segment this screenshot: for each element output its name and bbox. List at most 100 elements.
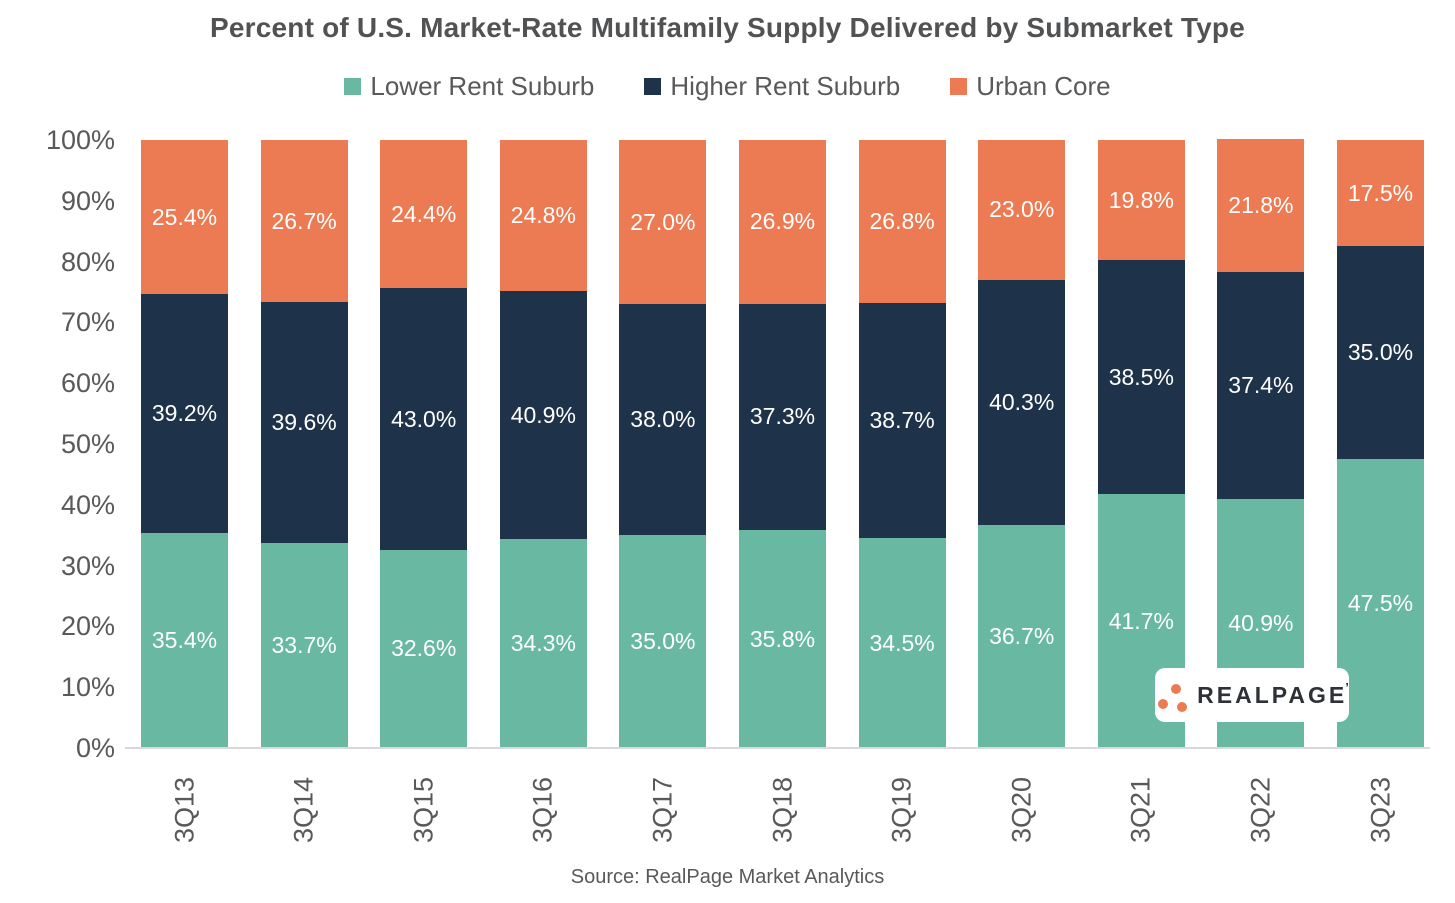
y-axis-tick-label: 70% — [60, 307, 115, 338]
bar-segment-higher-rent-suburb: 40.3% — [978, 279, 1066, 525]
bar-segment-lower-rent-suburb: 47.5% — [1337, 459, 1424, 748]
y-axis-tick-label: 0% — [75, 733, 115, 763]
data-label: 43.0% — [391, 405, 457, 432]
data-label: 38.0% — [630, 406, 696, 433]
data-label: 36.7% — [989, 622, 1055, 649]
legend-label: Lower Rent Suburb — [370, 71, 595, 101]
bar-segment-lower-rent-suburb: 36.7% — [978, 524, 1066, 748]
bar-segment-higher-rent-suburb: 40.9% — [499, 290, 587, 540]
bar-segment-urban-core: 17.5% — [1337, 140, 1424, 247]
bar-segment-lower-rent-suburb: 34.3% — [499, 539, 587, 748]
x-axis-tick-label: 3Q23 — [1365, 776, 1395, 844]
bar-segment-higher-rent-suburb: 39.6% — [260, 302, 348, 544]
bar-segment-lower-rent-suburb: 35.8% — [739, 530, 826, 748]
bar-segment-urban-core: 23.0% — [978, 140, 1066, 280]
bar-segment-urban-core: 24.8% — [499, 140, 587, 291]
data-label: 26.8% — [869, 207, 935, 234]
data-label: 19.8% — [1108, 186, 1174, 213]
bar-segment-lower-rent-suburb: 33.7% — [260, 543, 348, 748]
data-label: 34.3% — [510, 630, 576, 657]
data-label: 26.9% — [749, 208, 816, 235]
data-label: 37.4% — [1228, 372, 1294, 399]
trademark-mark: ’ — [1345, 680, 1349, 695]
y-axis-tick-label: 80% — [60, 246, 115, 277]
data-label: 39.6% — [271, 409, 337, 436]
x-axis-tick-label: 3Q21 — [1125, 776, 1156, 844]
x-axis-tick-label: 3Q16 — [527, 776, 558, 844]
bar-segment-lower-rent-suburb: 35.4% — [141, 532, 228, 748]
x-axis-tick-label: 3Q13 — [169, 776, 199, 844]
bar-segment-urban-core: 21.8% — [1217, 139, 1305, 272]
x-axis-tick-label: 3Q18 — [767, 776, 797, 844]
data-label: 26.7% — [271, 207, 337, 234]
data-label: 32.6% — [391, 635, 457, 662]
x-axis-tick-label: 3Q17 — [647, 776, 678, 844]
bar-segment-urban-core: 27.0% — [619, 140, 707, 305]
bar-segment-higher-rent-suburb: 43.0% — [380, 288, 468, 550]
y-axis-tick-label: 60% — [60, 368, 115, 399]
data-label: 38.7% — [869, 407, 935, 434]
bar-segment-urban-core: 19.8% — [1097, 140, 1185, 261]
x-axis-tick-label: 3Q20 — [1006, 776, 1037, 844]
bar-segment-lower-rent-suburb: 35.0% — [619, 535, 707, 748]
realpage-logo: REALPAGE ’ — [1155, 668, 1349, 722]
y-axis-tick-label: 50% — [60, 429, 115, 459]
y-axis-tick-label: 30% — [60, 550, 115, 581]
data-label: 47.5% — [1347, 590, 1414, 617]
x-axis-tick-label: 3Q19 — [886, 776, 917, 844]
y-axis: 0% 10% 20% 30% 40% 50% 60% 70% 80% 90% 100% — [0, 0, 115, 903]
data-label: 24.8% — [510, 201, 576, 228]
data-label: 41.7% — [1108, 607, 1174, 634]
bar-segment-urban-core: 26.7% — [260, 140, 348, 303]
bar-segment-higher-rent-suburb: 37.4% — [1217, 271, 1305, 500]
legend-label: Urban Core — [976, 71, 1111, 101]
data-label: 37.3% — [749, 403, 816, 430]
bar-segment-higher-rent-suburb: 35.0% — [1337, 246, 1424, 460]
y-axis-tick-label: 20% — [60, 611, 115, 642]
logo-dot — [1177, 702, 1188, 712]
bar-segment-lower-rent-suburb: 34.5% — [858, 538, 946, 748]
data-label: 35.0% — [1347, 339, 1414, 366]
bar-segment-urban-core: 26.9% — [739, 140, 826, 304]
data-label: 24.4% — [391, 200, 457, 227]
y-axis-tick-label: 40% — [60, 489, 115, 520]
y-axis-tick-label: 10% — [60, 672, 115, 703]
bar-segment-higher-rent-suburb: 38.5% — [1097, 260, 1185, 495]
x-axis-tick-label: 3Q22 — [1245, 776, 1276, 844]
data-label: 27.0% — [630, 208, 696, 235]
bar-segment-higher-rent-suburb: 39.2% — [141, 294, 228, 533]
legend-swatch-icon — [344, 78, 362, 95]
legend-item-higher-rent-suburb: Higher Rent Suburb — [644, 71, 900, 102]
x-axis-tick-label: 3Q14 — [288, 776, 319, 844]
data-label: 35.8% — [749, 625, 816, 652]
legend-label: Higher Rent Suburb — [670, 71, 901, 101]
chart-title: Percent of U.S. Market-Rate Multifamily … — [210, 12, 1245, 43]
y-axis-tick-label: 90% — [60, 185, 115, 216]
logo-dot — [1158, 699, 1169, 709]
bar-segment-higher-rent-suburb: 38.7% — [858, 302, 946, 539]
source-note: Source: RealPage Market Analytics — [570, 866, 885, 888]
data-label: 34.5% — [869, 629, 935, 656]
x-axis-baseline — [125, 747, 1430, 749]
data-label: 23.0% — [989, 196, 1055, 223]
data-label: 35.4% — [151, 626, 218, 653]
bar-segment-urban-core: 25.4% — [141, 140, 228, 295]
x-axis-tick-label: 3Q15 — [408, 776, 439, 844]
data-label: 40.9% — [510, 401, 576, 428]
data-label: 40.9% — [1228, 610, 1294, 637]
data-label: 40.3% — [989, 388, 1055, 415]
data-label: 25.4% — [151, 203, 218, 230]
legend-swatch-icon — [950, 78, 968, 95]
data-label: 35.0% — [630, 628, 696, 655]
y-axis-tick-label: 100% — [45, 125, 115, 155]
bar-segment-lower-rent-suburb: 32.6% — [380, 549, 468, 748]
realpage-logo-text: REALPAGE — [1197, 681, 1348, 708]
data-label: 39.2% — [151, 400, 218, 427]
legend-swatch-icon — [644, 78, 662, 95]
data-label: 21.8% — [1228, 192, 1294, 219]
realpage-dots-icon — [1158, 684, 1188, 712]
bar-segment-urban-core: 24.4% — [380, 140, 468, 289]
bar-segment-urban-core: 26.8% — [858, 140, 946, 303]
